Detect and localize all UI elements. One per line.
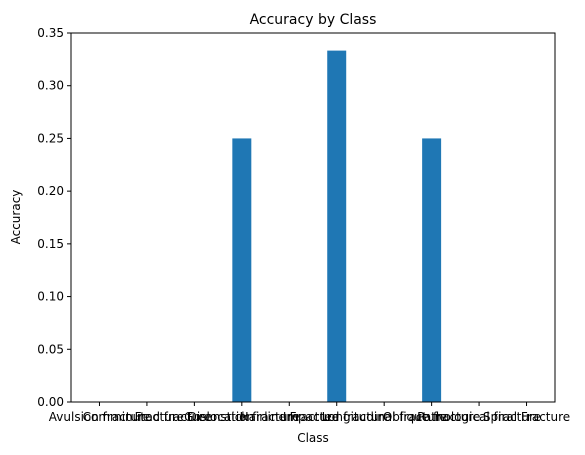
y-tick-label-6: 0.30 bbox=[37, 79, 64, 93]
y-tick-label-0: 0.00 bbox=[37, 395, 64, 409]
y-tick-label-5: 0.25 bbox=[37, 131, 64, 145]
x-tick-label-8: Pathological fracture bbox=[417, 410, 541, 424]
y-tick-label-3: 0.15 bbox=[37, 237, 64, 251]
x-tick-label-7: Oblique fracture bbox=[383, 410, 481, 424]
x-tick-label-1: Comminuted fracture bbox=[83, 410, 212, 424]
y-tick-label-2: 0.10 bbox=[37, 290, 64, 304]
y-axis: 0.00 0.05 0.10 0.15 0.20 0.25 0.30 0.35 bbox=[37, 26, 71, 409]
y-axis-label: Accuracy bbox=[9, 190, 23, 245]
x-axis-label: Class bbox=[297, 431, 329, 445]
x-tick-label-6: Longitudinal fracture bbox=[322, 410, 447, 424]
y-tick-label-4: 0.20 bbox=[37, 184, 64, 198]
x-tick-label-9: Spiral Fracture bbox=[483, 410, 570, 424]
bar-3 bbox=[232, 138, 252, 402]
x-tick-label-0: Avulsion fracture bbox=[49, 410, 150, 424]
y-tick-label-7: 0.35 bbox=[37, 26, 64, 40]
chart-title: Accuracy by Class bbox=[250, 12, 377, 28]
x-tick-label-4: Hairline Fracture bbox=[240, 410, 339, 424]
x-tick-label-2: Fracture Dislocation bbox=[135, 410, 255, 424]
plot-frame bbox=[70, 32, 556, 403]
x-tick-label-5: Impacted fracture bbox=[283, 410, 391, 424]
bars-group bbox=[232, 50, 442, 403]
y-tick-label-1: 0.05 bbox=[37, 342, 64, 356]
bar-7 bbox=[422, 138, 442, 402]
x-tick-label-3: Greenstick fracture bbox=[184, 410, 299, 424]
bar-5 bbox=[327, 50, 347, 403]
